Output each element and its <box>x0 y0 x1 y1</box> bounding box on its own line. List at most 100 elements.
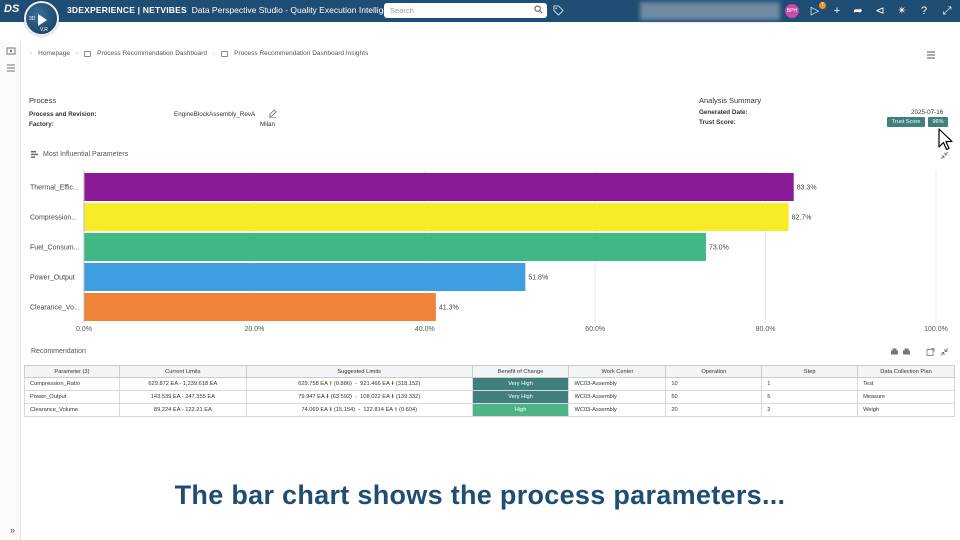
step-cell: 1 <box>761 377 859 391</box>
top-bar: DS 3DEXPERIENCE | NETVIBES Data Perspect… <box>0 0 960 22</box>
play-icon <box>38 14 47 26</box>
breadcrumb-homepage[interactable]: Homepage <box>38 50 70 57</box>
x-tick-label: 20.0% <box>244 326 264 333</box>
breadcrumb-insights[interactable]: Process Recommendation Dashboard Insight… <box>234 50 369 57</box>
category-label: Clearance_Vo... <box>30 305 80 312</box>
current-limits-cell: 629.872 EA - 1,239.618 EA <box>118 377 247 391</box>
social-share-icon[interactable]: ⊲ <box>875 5 885 17</box>
search-input[interactable]: Search <box>384 3 547 18</box>
bar <box>84 263 526 291</box>
operation-cell: 10 <box>665 377 763 391</box>
analysis-summary-title: Analysis Summary <box>699 96 762 105</box>
data-label: 82.7% <box>792 215 812 222</box>
suggested-limits-cell: 629.758 EA 🠩 (0.886) - 921.466 EA 🠫 (318… <box>245 377 473 391</box>
category-label: Power_Output <box>30 275 75 282</box>
category-label: Fuel_Consum... <box>30 245 79 252</box>
data-collection-plan-cell: Measure <box>857 390 955 404</box>
operation-cell: 20 <box>665 403 763 417</box>
recommendation-table: Parameter (3) Current Limits Suggested L… <box>24 365 955 417</box>
suggested-limits-cell: 74.069 EA 🠫 (15.154) - 122.814 EA 🠩 (0.6… <box>245 403 473 417</box>
home-icon[interactable] <box>6 46 16 56</box>
avatar[interactable]: BPH <box>785 4 799 18</box>
column-header[interactable]: Step <box>761 365 859 378</box>
data-label: 41.3% <box>439 305 459 312</box>
fullscreen-icon[interactable]: ⤢ <box>942 5 952 17</box>
left-sidebar <box>0 42 21 540</box>
parameter-cell: Power_Output <box>24 390 120 404</box>
trust-score-button[interactable]: Trust Score <box>887 117 925 127</box>
compass-3d-label: 3D <box>29 16 36 22</box>
breadcrumb-separator: › <box>30 50 33 57</box>
table-row[interactable]: Compression_Ratio 629.872 EA - 1,239.618 … <box>24 377 955 391</box>
breadcrumb-separator: › <box>213 50 216 57</box>
x-tick-label: 40.0% <box>415 326 435 333</box>
app-name[interactable]: Data Perspective Studio - Quality Execut… <box>191 5 402 15</box>
trust-score-value: 96% <box>928 117 948 127</box>
ds-logo-icon[interactable]: DS <box>4 3 20 15</box>
dashboard-icon <box>221 50 229 57</box>
parameter-cell: Clearance_Volume <box>24 403 120 417</box>
help-icon[interactable]: ? <box>920 5 928 17</box>
compass-button[interactable]: 3D V,R <box>24 1 59 36</box>
data-label: 51.8% <box>528 275 548 282</box>
generated-date-label: Generated Date: <box>699 109 748 116</box>
messages-icon[interactable]: ▷ <box>810 5 820 17</box>
video-caption: The bar chart shows the process paramete… <box>174 480 786 510</box>
trust-score-label: Trust Score: <box>699 119 736 126</box>
current-limits-cell: 89.224 EA - 122.21 EA <box>118 403 247 417</box>
breadcrumb-separator: › <box>75 50 79 57</box>
notification-badge: 7 <box>819 2 826 9</box>
table-header-row: Parameter (3) Current Limits Suggested L… <box>24 365 955 378</box>
table-row[interactable]: Clearance_Volume 89.224 EA - 122.21 EA 74.… <box>24 403 955 417</box>
user-name-blurred <box>640 2 780 20</box>
column-header[interactable]: Operation <box>665 365 763 378</box>
edit-icon[interactable] <box>268 109 277 118</box>
benefit-cell: Very High <box>471 390 570 404</box>
column-header[interactable]: Benefit of Change <box>471 365 570 378</box>
generated-date-value: 2025-07-16 <box>911 109 944 116</box>
data-collection-plan-cell: Test <box>857 377 955 391</box>
mouse-cursor-icon <box>938 128 953 151</box>
column-header[interactable]: Current Limits <box>118 365 247 378</box>
data-label: 83.3% <box>797 185 817 192</box>
column-header[interactable]: Suggested Limits <box>245 365 473 378</box>
tag-icon[interactable] <box>553 5 564 16</box>
collapse-icon[interactable] <box>940 151 949 160</box>
x-tick-label: 60.0% <box>585 326 605 333</box>
breadcrumb-dashboard[interactable]: Process Recommendation Dashboard <box>97 50 207 57</box>
revision-value: EngineBlockAssembly_RevA <box>174 111 256 118</box>
search-icon[interactable] <box>534 5 543 14</box>
search-placeholder: Search <box>390 6 414 15</box>
column-header[interactable]: Parameter (3) <box>24 365 120 378</box>
download-icon[interactable] <box>926 347 935 357</box>
table-row[interactable]: Power_Output 143.539 EA - 247.355 EA 79.94… <box>24 390 955 404</box>
column-header[interactable]: Data Collection Plan <box>857 365 955 378</box>
bar-chart-icon <box>31 151 38 158</box>
column-header[interactable]: Work Center <box>568 365 667 378</box>
step-cell: 2 <box>761 403 859 417</box>
category-label: Thermal_Effic... <box>30 185 79 192</box>
benefit-cell: High <box>471 403 570 417</box>
suggested-limits-cell: 79.947 EA 🠫 (63.592) - 108.022 EA 🠫 (139… <box>245 390 473 404</box>
apps-icon[interactable]: ✴ <box>897 5 907 17</box>
expand-sidebar-icon[interactable]: » <box>10 525 16 535</box>
hamburger-menu-icon[interactable] <box>927 51 935 59</box>
bar <box>84 203 789 231</box>
bar <box>84 173 794 201</box>
print-icon[interactable] <box>890 347 899 357</box>
x-tick-label: 80.0% <box>756 326 776 333</box>
bar <box>84 233 706 261</box>
collapse-table-icon[interactable] <box>940 347 949 357</box>
export-icon[interactable] <box>902 347 911 357</box>
x-tick-label: 0.0% <box>76 326 92 333</box>
filter-icon[interactable] <box>6 63 16 73</box>
benefit-cell: Very High <box>471 377 570 391</box>
chart-title: Most Influential Parameters <box>43 151 129 158</box>
parameter-cell: Compression_Ratio <box>24 377 120 391</box>
category-label: Compression... <box>30 215 77 222</box>
add-icon[interactable]: + <box>833 5 841 17</box>
operation-cell: 50 <box>665 390 763 404</box>
current-limits-cell: 143.539 EA - 247.355 EA <box>118 390 247 404</box>
share-icon[interactable]: ➦ <box>853 5 863 17</box>
factory-label: Factory: <box>29 121 54 128</box>
